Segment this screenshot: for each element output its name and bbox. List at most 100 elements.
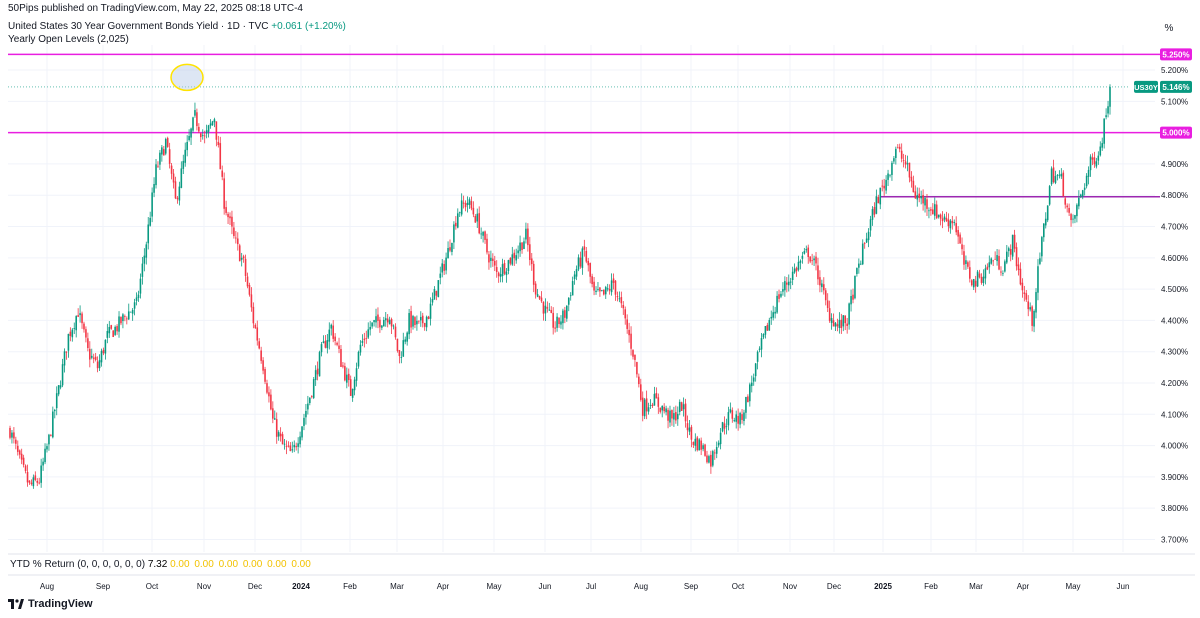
- candle-body: [383, 319, 385, 327]
- candle-body: [1068, 207, 1070, 213]
- candle-body: [143, 255, 146, 264]
- y-tick-label: 3.700%: [1161, 535, 1188, 544]
- tradingview-footer[interactable]: TradingView: [8, 598, 93, 610]
- candle-body: [447, 248, 449, 259]
- candle-body: [655, 393, 658, 399]
- x-tick-label: Apr: [437, 582, 450, 591]
- candle-body: [556, 316, 558, 328]
- candle-body: [976, 271, 979, 287]
- candle-body: [1103, 118, 1105, 144]
- candle-body: [898, 146, 901, 150]
- publish-info: 50Pips published on TradingView.com, May…: [8, 3, 303, 14]
- candle-body: [696, 437, 699, 451]
- candle-body: [924, 198, 926, 206]
- candle-body: [285, 445, 288, 447]
- candle-body: [470, 201, 473, 209]
- candle-body: [861, 243, 864, 265]
- candle-body: [57, 385, 60, 395]
- candle-body: [939, 214, 942, 219]
- candle-body: [283, 443, 286, 445]
- symbol-title[interactable]: United States 30 Year Government Bonds Y…: [8, 21, 269, 32]
- candle-body: [52, 411, 54, 438]
- candle-body: [96, 361, 99, 369]
- candle-body: [1035, 292, 1037, 313]
- candle-body: [601, 290, 603, 291]
- candle-body: [762, 334, 765, 338]
- candle-body: [207, 125, 210, 132]
- candle-body: [1048, 186, 1051, 205]
- candle-body: [464, 203, 467, 208]
- candle-body: [233, 227, 235, 237]
- candle-body: [219, 143, 222, 170]
- candle-body: [346, 374, 348, 383]
- candle-body: [295, 446, 297, 448]
- candle-body: [124, 316, 126, 317]
- candle-body: [772, 312, 774, 318]
- candle-body: [235, 237, 237, 239]
- candle-body: [1066, 205, 1068, 208]
- percent-scale-button[interactable]: %: [1164, 23, 1174, 34]
- candle-body: [272, 408, 274, 419]
- candle-body: [170, 165, 173, 174]
- candle-body: [653, 393, 656, 406]
- candle-body: [126, 318, 128, 320]
- time-axis[interactable]: Aug Sep Oct Nov Dec 2024 Feb Mar Apr May Jun Jul Aug…: [40, 582, 1130, 591]
- candle-body: [930, 209, 932, 211]
- candle-body: [305, 410, 307, 418]
- candle-body: [1109, 86, 1111, 107]
- candle-body: [293, 444, 296, 448]
- candle-body: [534, 283, 537, 295]
- candle-body: [379, 319, 381, 328]
- candle-body: [937, 214, 940, 218]
- candle-body: [589, 263, 591, 277]
- candle-body: [686, 423, 689, 431]
- candle-body: [260, 350, 262, 361]
- candle-body: [406, 332, 408, 342]
- candle-body: [153, 184, 155, 193]
- candle-body: [1025, 293, 1028, 300]
- candle-body: [887, 173, 889, 180]
- candle-body: [1027, 301, 1030, 310]
- candle-body: [690, 426, 693, 440]
- level-price-label: 5.250%: [1162, 50, 1189, 59]
- y-tick-label: 4.200%: [1161, 379, 1188, 388]
- candle-body: [264, 369, 266, 382]
- candle-body: [301, 426, 303, 438]
- candle-body: [215, 121, 218, 140]
- grid-lines: [8, 45, 1195, 576]
- price-axis[interactable]: 3.700% 3.800% 3.900% 4.000% 4.100% 4.200% 4.30…: [1134, 48, 1192, 544]
- candle-body: [53, 409, 56, 412]
- candle-body: [388, 319, 391, 325]
- candle-body: [914, 191, 917, 199]
- candle-body: [1099, 146, 1102, 156]
- indicator-label[interactable]: Yearly Open Levels (2,025): [8, 34, 129, 45]
- candle-body: [114, 326, 116, 335]
- candle-body: [729, 409, 732, 413]
- candle-body: [394, 326, 397, 338]
- candle-body: [24, 465, 27, 471]
- candle-body: [499, 274, 502, 277]
- candle-body: [554, 327, 556, 329]
- candle-body: [879, 187, 882, 205]
- x-tick-label: Oct: [146, 582, 159, 591]
- candle-body: [583, 246, 586, 250]
- candle-body: [552, 312, 554, 328]
- symbol-header: United States 30 Year Government Bonds Y…: [8, 21, 346, 32]
- candle-body: [947, 219, 950, 227]
- ytd-label[interactable]: YTD % Return (0, 0, 0, 0, 0, 0): [10, 559, 146, 570]
- candle-body: [636, 362, 638, 375]
- candle-body: [536, 294, 539, 297]
- candle-body: [747, 396, 749, 403]
- candle-body: [523, 241, 525, 249]
- candle-body: [455, 222, 457, 227]
- candle-body: [110, 325, 113, 329]
- candle-body: [604, 287, 607, 295]
- candle-body: [367, 329, 370, 338]
- ytd-value: 7.32: [147, 559, 168, 570]
- candle-body: [965, 260, 967, 264]
- candle-body: [421, 315, 424, 324]
- candle-body: [71, 329, 74, 338]
- candle-body: [217, 141, 220, 146]
- candle-body: [77, 315, 79, 317]
